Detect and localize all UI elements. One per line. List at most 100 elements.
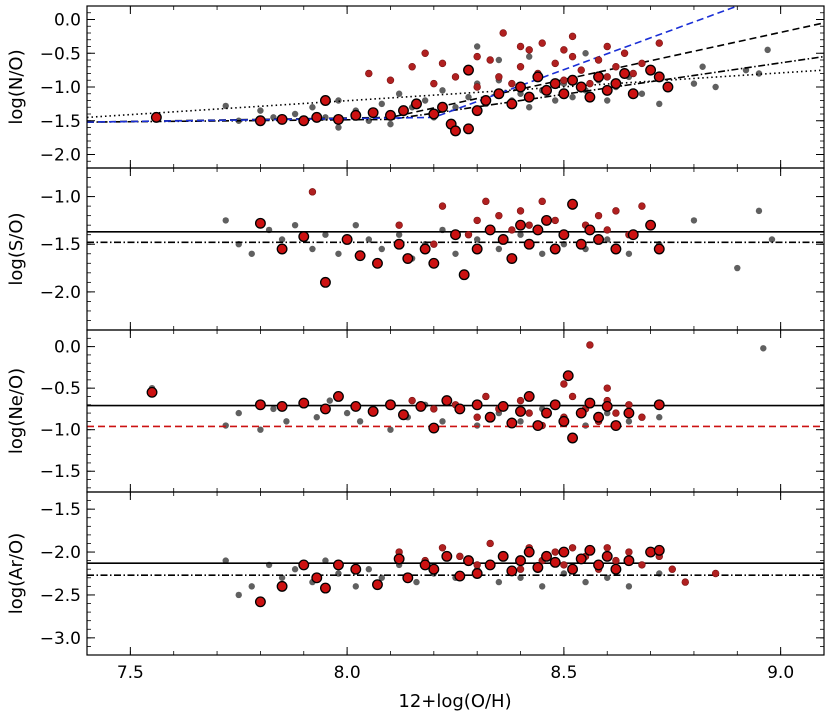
red-small-point [430,240,438,248]
gray-point [309,245,316,253]
red-large-point [150,111,162,123]
gray-point [378,245,385,253]
red-large-point [506,565,518,577]
fit-line-dotted [87,69,824,119]
red-large-point [484,224,496,236]
gray-point [326,397,333,404]
red-large-point [419,559,431,571]
x-tick-label: 7.5 [117,663,144,683]
red-large-point [146,386,158,398]
red-large-point [523,391,535,402]
gray-point [526,104,533,111]
gray-point [690,80,698,87]
red-small-point [486,539,494,548]
red-large-point [515,555,526,567]
gray-point [248,583,255,590]
red-small-point [495,73,503,81]
red-small-point [421,49,429,57]
gray-point [582,422,589,429]
gray-point [552,97,559,104]
red-small-point [430,79,438,88]
red-large-point [653,243,665,255]
red-large-point [493,88,505,100]
gray-point [235,409,242,417]
y-tick-label: 0.0 [54,11,81,31]
red-small-point [603,384,611,392]
gray-point [656,414,663,421]
red-small-point [594,56,603,64]
red-large-point [471,105,483,117]
gray-point [257,107,264,114]
red-large-point [319,582,331,594]
gray-point [764,46,771,54]
gray-point [625,250,633,257]
gray-point [378,100,385,108]
x-tick-label: 8.5 [550,663,577,683]
red-large-point [549,243,561,255]
red-large-point [428,422,440,434]
red-small-point [655,39,663,47]
red-large-point [254,596,266,608]
red-small-point [603,42,611,51]
red-large-point [497,550,509,562]
red-large-point [402,253,414,264]
red-large-point [610,420,622,431]
gray-point [495,245,503,253]
red-large-point [575,238,587,250]
gray-point [517,418,524,425]
red-large-point [610,78,622,90]
red-large-point [332,391,344,402]
red-small-point [625,548,633,556]
red-large-point [428,108,440,120]
y-tick-label: −2.0 [40,283,81,303]
gray-point [734,264,741,272]
red-large-point [298,231,310,243]
red-small-point [538,197,546,206]
gray-point [569,93,576,101]
gray-point [222,102,229,110]
red-small-point [508,226,516,234]
red-small-point [473,52,481,61]
gray-point [278,236,286,243]
red-large-point [411,98,422,110]
y-tick-label: −2.5 [40,586,81,606]
red-large-point [653,544,665,556]
red-large-point [458,269,470,281]
gray-point [352,583,359,590]
y-axis-label: log(S/O) [6,212,27,285]
red-large-point [332,113,344,125]
red-small-point [620,49,629,57]
gray-point [395,231,403,238]
gray-point [604,97,611,104]
y-tick-label: 0.0 [54,338,81,358]
red-small-point [525,221,533,229]
red-small-point [568,544,577,552]
red-small-point [668,565,676,573]
red-large-point [398,409,409,421]
red-large-point [276,580,288,592]
red-large-point [254,217,266,229]
gray-point [309,104,316,111]
red-small-point [525,46,533,54]
red-large-point [398,105,409,117]
red-large-point [645,64,657,76]
red-large-point [428,563,440,575]
red-large-point [515,405,526,417]
x-tick-label: 9.0 [767,663,794,683]
red-small-point [495,211,503,220]
gray-point [291,110,299,118]
red-small-point [560,76,568,84]
red-small-point [568,392,577,401]
gray-point [604,574,611,581]
red-large-point [319,276,331,288]
gray-point [473,422,481,429]
red-large-point [567,198,579,210]
red-large-point [471,568,483,579]
y-axis-label: log(Ne/O) [6,368,27,454]
gray-point [322,231,329,238]
gray-point [539,250,546,257]
red-large-point [372,257,383,269]
gray-point [387,426,394,433]
y-tick-label: −0.5 [40,379,81,399]
